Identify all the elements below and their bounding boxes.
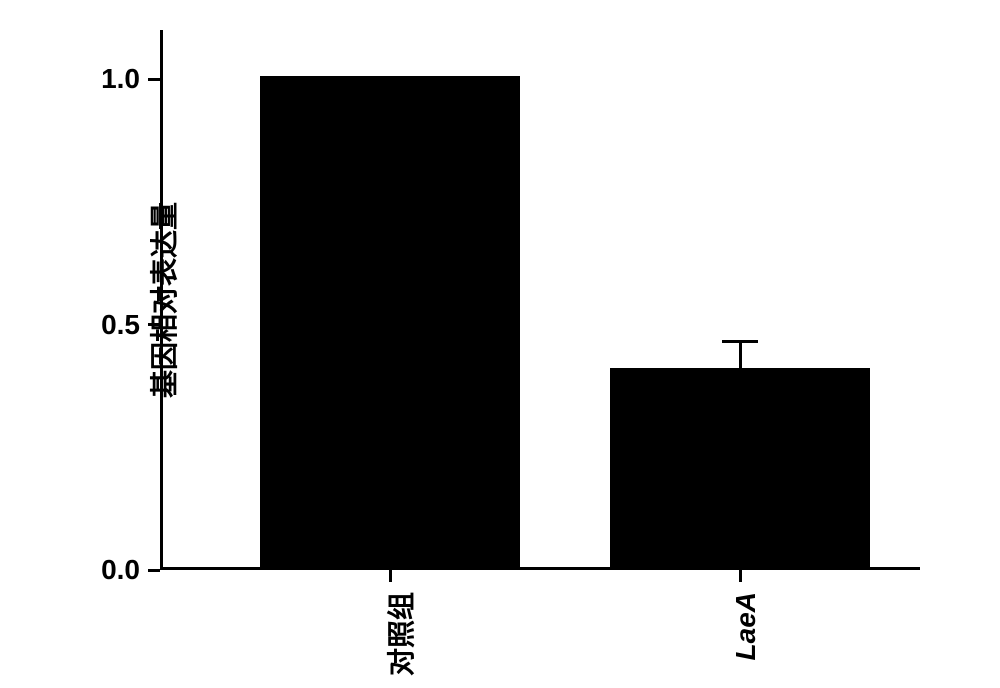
y-tick-label: 0.0	[85, 554, 140, 586]
bar	[260, 76, 520, 567]
y-tick-label: 0.5	[85, 309, 140, 341]
x-tick	[739, 570, 742, 582]
error-bar-line	[739, 342, 742, 371]
bar	[610, 368, 870, 567]
plot-area: 0.00.51.0对照组LaeA	[160, 30, 920, 570]
y-tick	[148, 569, 160, 572]
chart-container: 0.00.51.0对照组LaeA	[160, 30, 920, 570]
y-tick	[148, 323, 160, 326]
y-axis	[160, 30, 163, 570]
x-tick	[389, 570, 392, 582]
x-tick-label: LaeA	[730, 592, 762, 660]
x-tick-label: 对照组	[380, 592, 420, 676]
error-bar-cap	[722, 340, 758, 343]
y-tick	[148, 78, 160, 81]
x-axis	[160, 567, 920, 570]
y-tick-label: 1.0	[85, 63, 140, 95]
